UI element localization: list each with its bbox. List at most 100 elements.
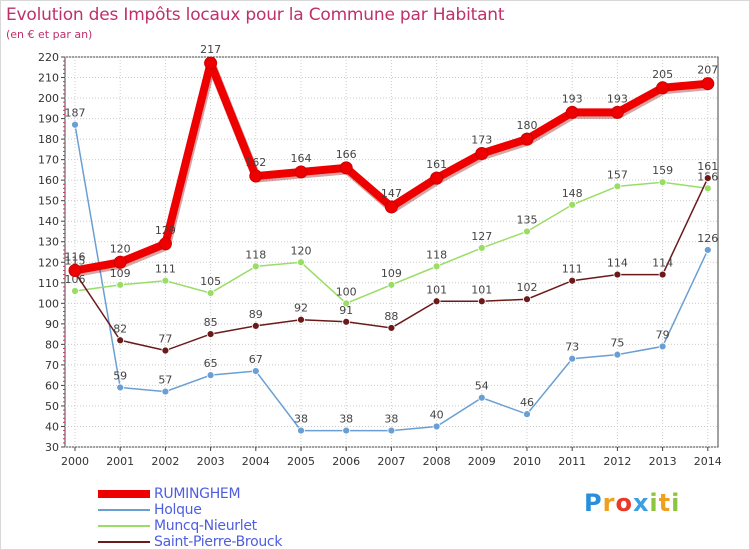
y-tick-label: 70 <box>45 359 59 372</box>
data-point <box>613 350 622 359</box>
data-point <box>113 255 127 269</box>
data-label: 77 <box>158 333 172 346</box>
data-label: 116 <box>65 250 86 263</box>
data-label: 118 <box>245 248 266 261</box>
data-label: 193 <box>562 92 583 105</box>
y-tick-label: 110 <box>38 277 59 290</box>
data-point <box>520 132 534 146</box>
data-point <box>658 270 667 279</box>
data-point <box>68 263 82 277</box>
data-point <box>613 270 622 279</box>
data-label: 205 <box>652 68 673 81</box>
data-label: 187 <box>65 107 86 120</box>
data-point <box>204 56 218 70</box>
data-label: 89 <box>249 308 263 321</box>
data-label: 161 <box>426 158 447 171</box>
y-tick-label: 180 <box>38 133 59 146</box>
data-label: 46 <box>520 396 534 409</box>
data-label: 180 <box>517 119 538 132</box>
data-label: 65 <box>204 357 218 370</box>
data-label: 106 <box>65 273 86 286</box>
data-label: 73 <box>565 341 579 354</box>
data-point <box>116 383 125 392</box>
logo-letter: x <box>632 489 650 517</box>
x-tick-label: 2001 <box>106 455 134 468</box>
y-tick-label: 30 <box>45 441 59 454</box>
logo-letter: i <box>649 489 659 517</box>
y-tick-label: 100 <box>38 297 59 310</box>
data-point <box>158 237 172 251</box>
legend-label: Muncq-Nieurlet <box>154 518 257 534</box>
y-tick-label: 90 <box>45 318 59 331</box>
data-point <box>71 287 79 295</box>
chart-title: Evolution des Impôts locaux pour la Comm… <box>6 5 505 25</box>
x-tick-label: 2013 <box>649 455 677 468</box>
data-label: 54 <box>475 380 489 393</box>
data-label: 126 <box>697 232 718 245</box>
x-tick-label: 2011 <box>558 455 586 468</box>
data-point <box>251 321 260 330</box>
data-label: 109 <box>381 267 402 280</box>
data-point <box>477 297 486 306</box>
data-label: 162 <box>245 156 266 169</box>
y-tick-label: 160 <box>38 174 59 187</box>
data-point <box>206 330 215 339</box>
y-tick-label: 40 <box>45 420 59 433</box>
data-label: 115 <box>65 255 86 268</box>
data-point <box>703 246 712 254</box>
x-tick-label: 2010 <box>513 455 541 468</box>
y-tick-label: 170 <box>38 154 59 167</box>
data-point <box>703 174 712 183</box>
x-tick-label: 2014 <box>694 455 722 468</box>
chart-subtitle: (en € et par an) <box>6 28 93 41</box>
x-tick-label: 2007 <box>377 455 405 468</box>
x-tick-label: 2008 <box>423 455 451 468</box>
data-label: 40 <box>430 408 444 421</box>
logo-letter: i <box>671 489 681 517</box>
y-tick-label: 190 <box>38 113 59 126</box>
data-point <box>161 387 170 396</box>
data-point <box>116 336 125 345</box>
data-point <box>701 77 715 91</box>
legend-item-saint-pierre-brouck: Saint-Pierre-Brouck <box>98 534 358 550</box>
data-point <box>384 200 398 214</box>
data-point <box>475 146 489 160</box>
y-tick-label: 220 <box>38 51 59 64</box>
legend-item-holque: Holque <box>98 502 358 518</box>
data-point <box>432 422 441 431</box>
data-point <box>613 182 622 191</box>
data-label: 82 <box>113 322 127 335</box>
data-point <box>342 317 351 326</box>
x-tick-label: 2012 <box>603 455 631 468</box>
data-point <box>477 243 486 252</box>
y-tick-label: 210 <box>38 72 59 85</box>
legend-label: RUMINGHEM <box>154 486 241 502</box>
data-point <box>432 297 441 306</box>
data-label: 38 <box>339 413 353 426</box>
data-point <box>297 426 305 435</box>
data-point <box>656 81 670 95</box>
x-tick-label: 2003 <box>197 455 225 468</box>
y-tick-label: 120 <box>38 256 59 269</box>
data-point <box>430 171 444 185</box>
legend-item-ruminghem: RUMINGHEM <box>98 486 358 502</box>
data-label: 114 <box>652 257 673 270</box>
data-point <box>251 262 260 271</box>
data-label: 118 <box>426 248 447 261</box>
proxiti-logo: Proxiti <box>584 489 680 517</box>
data-label: 91 <box>339 304 353 317</box>
logo-letter: P <box>584 489 603 517</box>
data-point <box>342 426 351 435</box>
data-point <box>251 367 260 375</box>
data-label: 101 <box>426 283 447 296</box>
data-point <box>116 280 125 289</box>
data-label: 166 <box>336 148 357 161</box>
data-point <box>206 371 215 380</box>
data-point <box>387 280 396 289</box>
data-label: 161 <box>697 160 718 173</box>
data-label: 111 <box>562 263 583 276</box>
legend-swatch <box>98 490 150 498</box>
data-label: 101 <box>471 283 492 296</box>
data-label: 173 <box>471 133 492 146</box>
